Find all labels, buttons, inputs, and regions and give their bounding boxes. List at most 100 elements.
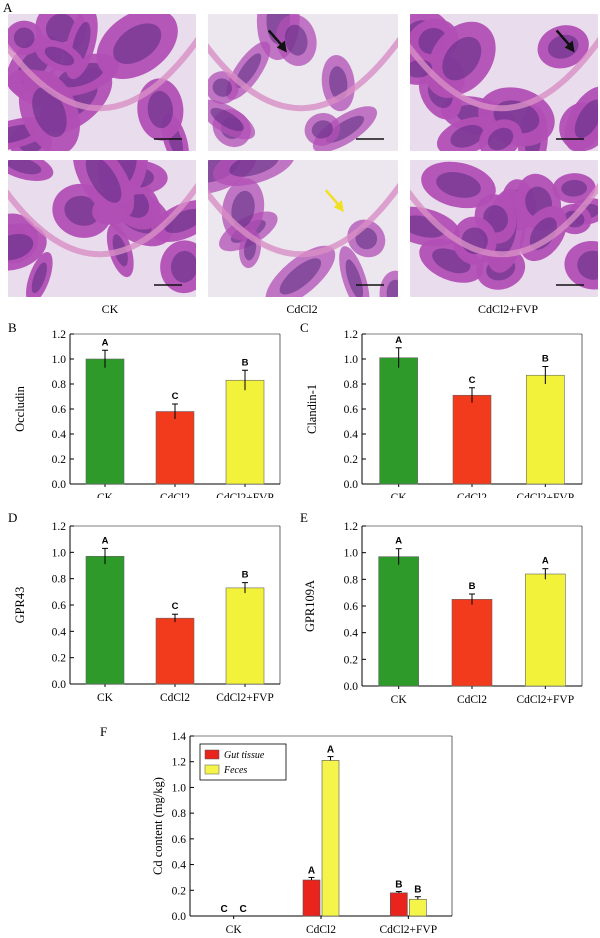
villus-core xyxy=(8,233,34,261)
micro-caption-ck: CK xyxy=(101,302,119,316)
y-axis-label: GPR109A xyxy=(303,580,317,632)
y-tick-label: 0.0 xyxy=(172,911,187,923)
significance-group: B xyxy=(469,581,476,592)
y-tick-label: 0.4 xyxy=(52,429,67,441)
y-tick-label: 1.0 xyxy=(52,354,67,366)
bar-cdcl2-fvp xyxy=(225,379,265,485)
panel-letter-e: E xyxy=(300,510,308,525)
y-tick-label: 0.6 xyxy=(52,600,67,612)
y-axis-label: Cd content (mg/kg) xyxy=(151,777,165,875)
micrograph-ck-top xyxy=(8,14,196,151)
significance-letter: C xyxy=(172,601,179,612)
bar-cdcl2 xyxy=(451,599,493,687)
x-tick-label: CK xyxy=(97,692,114,704)
x-tick-label: CdCl2+FVP xyxy=(380,924,438,936)
significance-group: B xyxy=(414,885,421,896)
y-axis-label: GPR43 xyxy=(13,587,27,624)
y-tick-label: 0.4 xyxy=(344,628,359,640)
y-tick-label: 1.0 xyxy=(344,354,359,366)
y-tick-label: 0.8 xyxy=(172,808,187,820)
micro-caption-fvp: CdCl2+FVP xyxy=(477,302,539,316)
legend-swatch xyxy=(204,764,220,775)
villus-core xyxy=(547,34,579,59)
micrograph-fvp-bottom xyxy=(410,160,598,297)
y-tick-label: 1.0 xyxy=(172,782,187,794)
significance-letter: A xyxy=(102,535,109,546)
bar-cdcl2-fvp xyxy=(225,587,265,685)
villus-core xyxy=(450,124,484,148)
villus-core xyxy=(345,259,364,297)
y-tick-label: 1.4 xyxy=(172,731,187,743)
intestinal-wall xyxy=(410,182,598,258)
villus-core xyxy=(386,279,398,297)
micrograph-fvp-top xyxy=(410,14,598,151)
bar-cdcl2-fvp xyxy=(525,573,566,687)
significance-group: B xyxy=(395,880,402,891)
y-tick-label: 0.2 xyxy=(344,654,359,666)
y-tick-label: 1.0 xyxy=(344,548,359,560)
villus-core xyxy=(31,262,47,294)
bar-ck xyxy=(378,556,419,687)
x-tick-label: CdCl2+FVP xyxy=(216,492,274,498)
bar-ck xyxy=(85,555,125,685)
villus-core xyxy=(64,195,101,226)
bar-cdcl2-fvp xyxy=(526,374,565,485)
y-tick-label: 0.8 xyxy=(52,574,67,586)
villus-core xyxy=(436,172,481,198)
x-tick-label: CdCl2 xyxy=(160,492,190,498)
y-tick-label: 0.2 xyxy=(52,454,67,466)
y-tick-label: 1.2 xyxy=(52,329,67,341)
significance-group: A xyxy=(542,556,549,567)
significance-letter: A xyxy=(542,556,549,567)
significance-letter: A xyxy=(395,335,402,346)
y-tick-label: 0.2 xyxy=(344,454,359,466)
y-tick-label: 1.0 xyxy=(52,547,67,559)
y-tick-label: 0.0 xyxy=(52,679,67,691)
villus-core xyxy=(235,53,262,89)
significance-letter: C xyxy=(221,904,228,915)
y-tick-label: 1.2 xyxy=(172,757,187,769)
panel-letter-f: F xyxy=(100,724,107,739)
micrograph-ck-bottom xyxy=(8,160,196,297)
x-tick-label: CK xyxy=(97,492,114,498)
significance-group: A xyxy=(308,865,315,876)
significance-group: B xyxy=(242,570,249,581)
villus-core xyxy=(8,160,42,175)
significance-group: A xyxy=(102,337,109,348)
y-tick-label: 0.0 xyxy=(344,479,359,491)
significance-group: A xyxy=(395,536,402,547)
significance-letter: A xyxy=(395,536,402,547)
villus-core xyxy=(311,120,333,139)
significance-group: B xyxy=(542,354,549,365)
indicator-arrow xyxy=(267,29,284,48)
villus-core xyxy=(561,179,588,197)
significance-group: C xyxy=(172,601,179,612)
villus-core xyxy=(32,87,67,138)
villus-core xyxy=(243,237,257,261)
indicator-arrow-head xyxy=(333,200,344,213)
significance-letter: C xyxy=(240,904,247,915)
y-tick-label: 0.8 xyxy=(52,379,67,391)
villus-core xyxy=(577,250,598,280)
x-tick-label: CdCl2 xyxy=(306,924,336,936)
intestinal-wall xyxy=(8,182,196,258)
x-tick-label: CdCl2 xyxy=(160,692,190,704)
villus-core xyxy=(44,46,75,66)
villus-core xyxy=(574,99,598,139)
intestinal-wall xyxy=(208,36,398,112)
y-tick-label: 0.0 xyxy=(52,479,67,491)
bar-ck xyxy=(379,357,418,485)
villus-core xyxy=(210,107,244,132)
intestinal-wall xyxy=(410,36,598,112)
y-axis-label: Clandin-1 xyxy=(305,384,319,434)
significance-group: C xyxy=(221,904,228,915)
indicator-arrow xyxy=(324,189,341,207)
chart-panel-e: E 0.0 0.2 0.4 0.6 0.8 1.0 1.2 GPR109A CK CdCl2 CdCl… xyxy=(300,510,583,706)
chart-panel-b: B 0.0 0.2 0.4 0.6 0.8 1.0 1.2 Occludin CK CdCl2 CdC… xyxy=(8,320,281,498)
y-tick-label: 1.2 xyxy=(344,329,359,341)
significance-group: B xyxy=(242,357,249,368)
significance-group: C xyxy=(469,375,476,386)
villus-core xyxy=(113,23,162,65)
bar-cdcl2 xyxy=(452,394,492,485)
bar-cdcl2 xyxy=(155,617,195,685)
